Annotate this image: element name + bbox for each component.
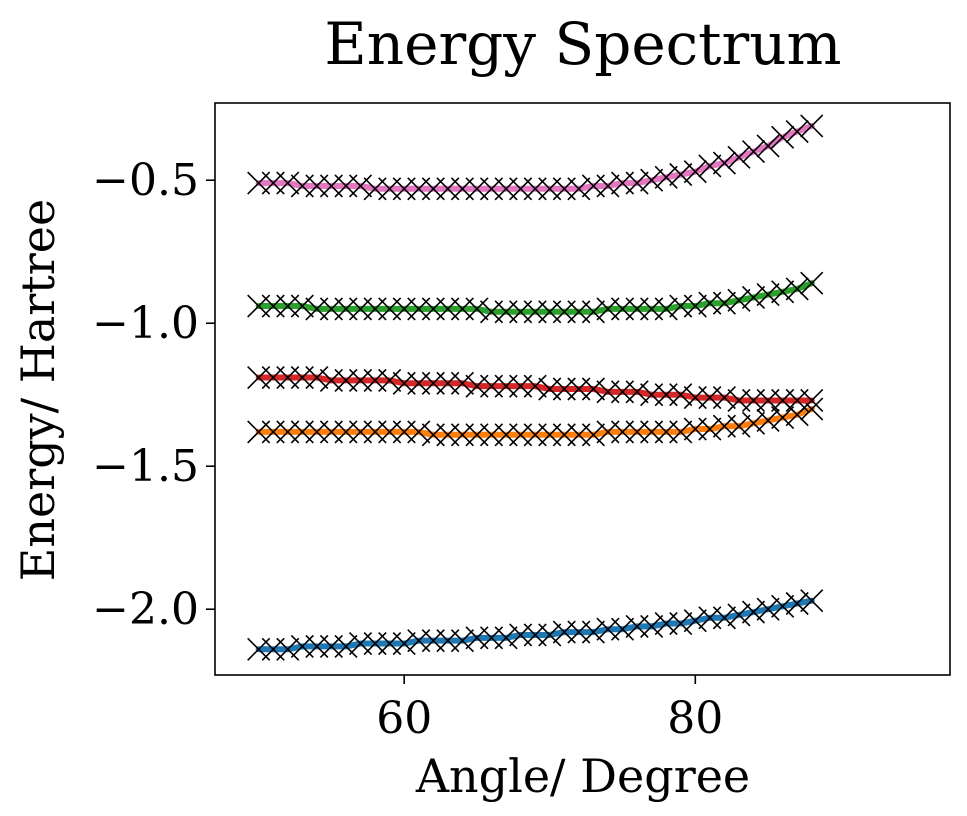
data-point-marker bbox=[640, 168, 664, 192]
data-point-marker bbox=[698, 154, 722, 178]
data-point-marker bbox=[800, 589, 824, 613]
data-point-marker bbox=[683, 294, 707, 318]
data-point-marker bbox=[538, 623, 562, 647]
data-point-marker bbox=[800, 114, 824, 138]
data-point-marker bbox=[276, 637, 300, 661]
data-point-marker bbox=[625, 380, 649, 404]
plot-frame bbox=[214, 102, 951, 676]
data-point-marker bbox=[581, 300, 605, 324]
data-point-marker bbox=[596, 174, 620, 198]
data-point-marker bbox=[712, 606, 736, 630]
data-point-marker bbox=[698, 417, 722, 441]
data-point-marker bbox=[800, 388, 824, 413]
data-point-marker bbox=[669, 383, 693, 407]
y-axis-label: Energy/ Hartree bbox=[11, 199, 65, 581]
data-point-marker bbox=[741, 140, 766, 164]
data-point-marker bbox=[625, 171, 649, 195]
data-point-marker bbox=[800, 271, 824, 295]
series-state-5 bbox=[247, 114, 824, 201]
data-point-marker bbox=[581, 423, 605, 447]
data-point-marker bbox=[305, 365, 329, 390]
data-point-marker bbox=[741, 285, 766, 310]
data-point-marker bbox=[712, 386, 736, 410]
data-point-marker bbox=[771, 125, 795, 149]
data-point-marker bbox=[378, 368, 402, 392]
data-point-marker bbox=[683, 160, 707, 184]
data-point-marker bbox=[785, 120, 809, 144]
data-point-marker bbox=[741, 600, 766, 624]
data-point-marker bbox=[654, 165, 678, 189]
data-point-marker bbox=[581, 377, 605, 401]
data-point-marker bbox=[771, 406, 795, 430]
data-point-marker bbox=[727, 414, 751, 438]
data-point-marker bbox=[785, 277, 809, 301]
series-state-1 bbox=[247, 589, 824, 661]
data-point-marker bbox=[727, 145, 751, 169]
series-state-3 bbox=[247, 365, 824, 413]
y-tick-label: −2.0 bbox=[92, 584, 199, 635]
x-axis-label: Angle/ Degree bbox=[415, 749, 750, 803]
data-point-marker bbox=[785, 591, 809, 616]
axis-ticks: 60 80 −0.5 −1.0 −1.5 −2.0 bbox=[92, 155, 723, 744]
data-point-marker bbox=[290, 294, 314, 318]
plot-area bbox=[247, 114, 824, 661]
data-point-marker bbox=[756, 283, 780, 307]
data-point-marker bbox=[407, 420, 431, 444]
data-point-marker bbox=[640, 614, 664, 638]
data-point-marker bbox=[727, 603, 751, 627]
data-point-marker bbox=[654, 297, 678, 321]
series-line-state-3 bbox=[255, 374, 815, 404]
y-tick-label: −1.5 bbox=[92, 441, 199, 492]
data-point-marker bbox=[771, 594, 795, 618]
data-point-marker bbox=[756, 408, 780, 433]
data-point-marker bbox=[392, 631, 416, 656]
series-state-2 bbox=[247, 397, 824, 447]
x-tick-label: 80 bbox=[667, 693, 723, 744]
series-line-state-5 bbox=[255, 122, 815, 192]
data-point-marker bbox=[756, 134, 780, 158]
series-state-4 bbox=[247, 271, 824, 324]
chart-title: Energy Spectrum bbox=[324, 10, 841, 78]
y-tick-label: −0.5 bbox=[92, 155, 199, 206]
data-point-marker bbox=[450, 629, 474, 653]
data-point-marker bbox=[771, 280, 795, 304]
y-tick-label: −1.0 bbox=[92, 298, 199, 349]
data-point-marker bbox=[450, 371, 474, 395]
data-point-marker bbox=[334, 634, 358, 658]
data-point-marker bbox=[756, 597, 780, 621]
data-point-marker bbox=[712, 151, 736, 175]
data-point-marker bbox=[741, 411, 766, 435]
data-point-marker bbox=[581, 620, 605, 644]
data-point-marker bbox=[465, 297, 489, 321]
data-point-marker bbox=[712, 291, 736, 315]
data-point-marker bbox=[610, 617, 635, 641]
data-point-marker bbox=[727, 288, 751, 312]
data-point-marker bbox=[276, 171, 300, 195]
data-point-marker bbox=[348, 174, 373, 198]
data-point-marker bbox=[669, 162, 693, 187]
x-tick-label: 60 bbox=[376, 693, 432, 744]
data-point-marker bbox=[567, 177, 591, 201]
data-point-marker bbox=[494, 626, 518, 650]
data-point-marker bbox=[669, 420, 693, 444]
data-point-marker bbox=[669, 611, 693, 636]
data-point-marker bbox=[683, 609, 707, 633]
data-point-marker bbox=[523, 374, 547, 398]
